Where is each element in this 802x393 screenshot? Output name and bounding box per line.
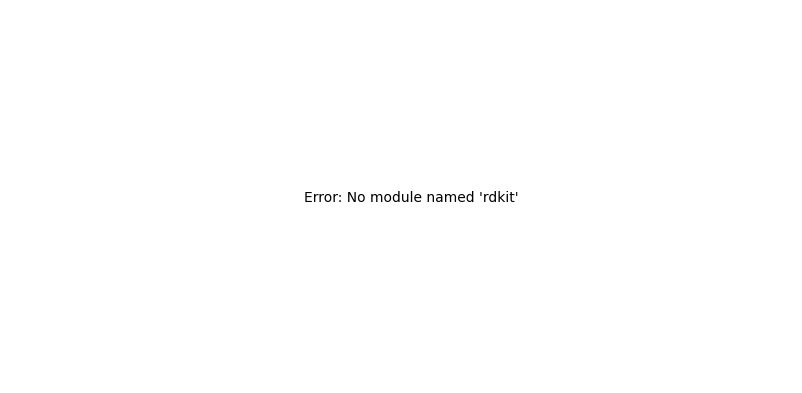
Text: Error: No module named 'rdkit': Error: No module named 'rdkit' [304,191,518,206]
